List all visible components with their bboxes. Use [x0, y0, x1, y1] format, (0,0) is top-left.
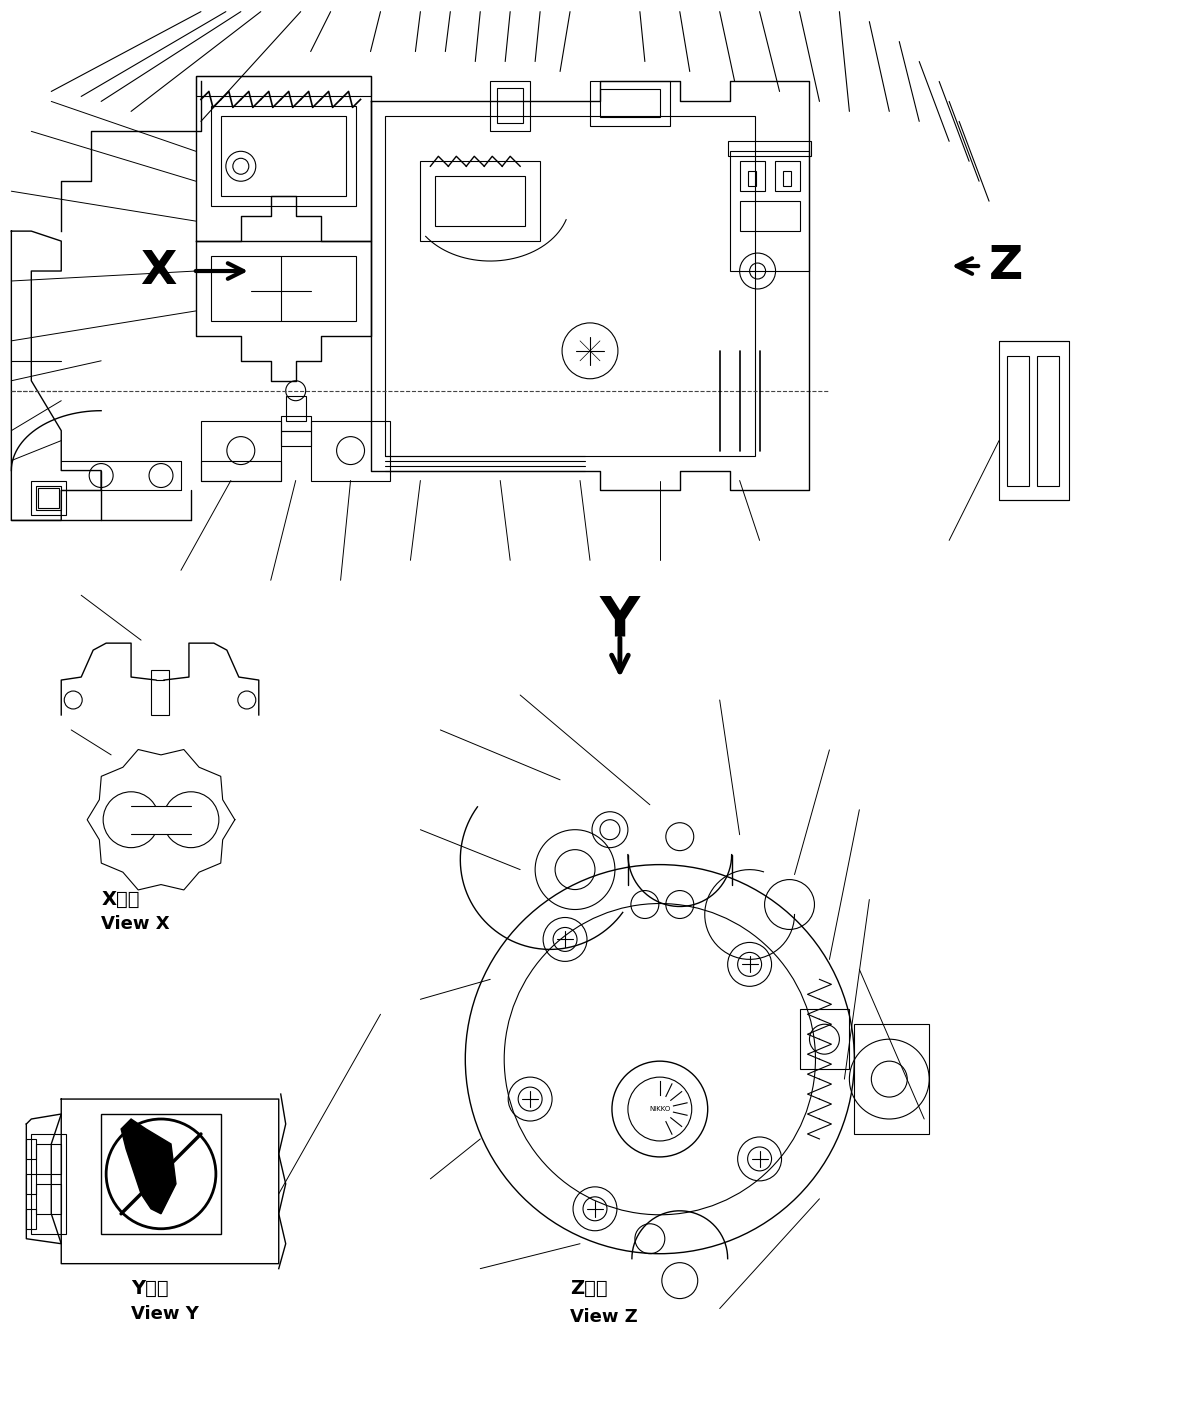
Text: Y　視: Y 視 — [131, 1279, 168, 1298]
Bar — [281, 430, 311, 446]
Bar — [36, 1183, 61, 1214]
Text: View Y: View Y — [131, 1304, 199, 1322]
Bar — [739, 200, 799, 231]
Bar — [497, 88, 523, 123]
Bar — [201, 421, 281, 481]
Text: X　視: X 視 — [101, 890, 140, 908]
Bar — [135, 806, 187, 834]
Bar — [201, 461, 281, 481]
Bar — [590, 81, 670, 126]
Bar — [26, 1173, 36, 1195]
Bar — [36, 1144, 61, 1173]
Bar — [727, 142, 811, 156]
Bar — [799, 1009, 850, 1070]
Bar — [36, 485, 61, 510]
Bar — [774, 161, 799, 191]
Bar — [211, 257, 355, 321]
Text: NIKKO: NIKKO — [650, 1106, 671, 1112]
Bar — [32, 481, 66, 516]
Bar — [286, 395, 306, 421]
Bar — [747, 171, 756, 186]
Text: X: X — [140, 248, 177, 293]
Bar — [101, 1115, 221, 1234]
Bar — [420, 161, 540, 241]
Bar — [39, 488, 59, 509]
Bar — [855, 1025, 929, 1134]
Bar — [1037, 356, 1059, 485]
Text: Z　視: Z 視 — [570, 1279, 607, 1298]
Bar — [1008, 356, 1029, 485]
Text: Y: Y — [600, 593, 640, 648]
Bar — [281, 415, 311, 430]
Bar — [739, 161, 765, 191]
Bar — [26, 1138, 36, 1159]
Bar — [32, 1134, 66, 1234]
Text: Z: Z — [989, 244, 1023, 289]
Bar — [195, 77, 371, 241]
Bar — [783, 171, 791, 186]
Bar — [211, 107, 355, 206]
Bar — [151, 670, 169, 715]
Bar — [600, 90, 660, 118]
Bar — [999, 341, 1069, 501]
Text: View Z: View Z — [570, 1308, 638, 1325]
Polygon shape — [121, 1119, 177, 1214]
Text: View X: View X — [101, 916, 169, 934]
Bar — [730, 151, 810, 271]
Bar — [195, 77, 371, 97]
Bar — [26, 1209, 36, 1228]
Bar — [221, 116, 346, 196]
Bar — [311, 421, 391, 481]
Bar — [435, 177, 525, 226]
Bar — [386, 116, 754, 456]
Bar — [491, 81, 530, 132]
